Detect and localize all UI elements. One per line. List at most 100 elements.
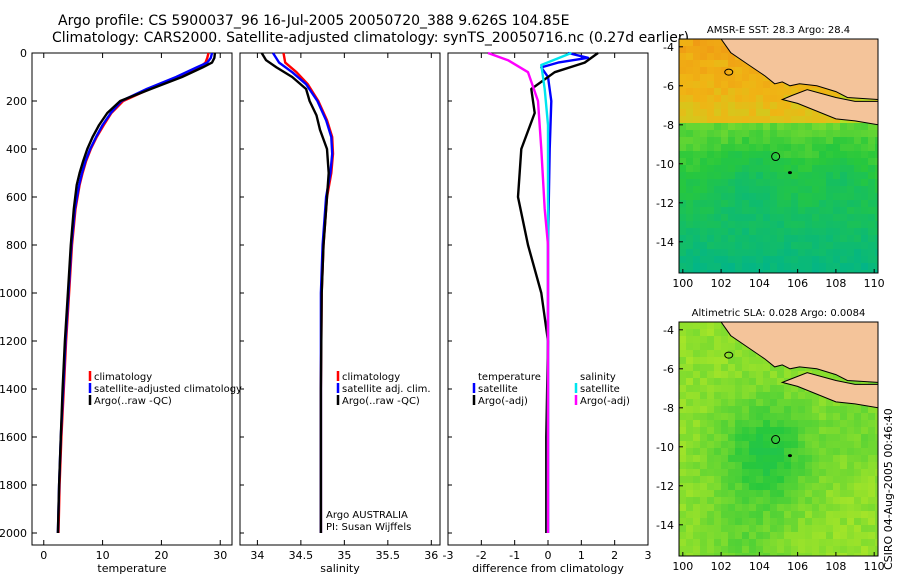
sst-map-cell [847,242,854,249]
sla-map-cell [777,406,784,413]
sla-map-cell [693,385,700,392]
sla-map-cell [714,539,721,546]
sla-map-cell [700,546,707,553]
sst-map-cell [861,221,868,228]
sst-map-cell [763,81,770,88]
sla-map-cell [784,406,791,413]
sla-map-cell [728,469,735,476]
sst-map-cell [735,81,742,88]
sst-map-cell [742,165,749,172]
sst-map-cell [700,249,707,256]
sst-map-cell [777,186,784,193]
sla-map-cell [749,469,756,476]
sla-map-cell [784,518,791,525]
sla-map-cell [777,364,784,371]
sla-map-cell [784,546,791,553]
sst-map-cell [728,109,735,116]
sla-map-cell [721,343,728,350]
sst-map-cell [700,116,707,123]
sst-map-cell [749,242,756,249]
sst-map-cell [693,249,700,256]
sst-map-cell [756,179,763,186]
sst-map-cell [875,207,878,214]
sla-map-cell [749,483,756,490]
sst-map-cell [854,193,861,200]
sla-map-cell [735,385,742,392]
sla-map-cell [868,511,875,518]
temperature-ytick-label: 200 [6,95,27,108]
sla-map-cell [826,490,833,497]
sst-map-cell [798,235,805,242]
sla-map-cell [875,497,878,504]
sla-map-cell [728,350,735,357]
sla-map-cell [749,497,756,504]
sla-map-cell [840,518,847,525]
sst-map-cell [819,179,826,186]
sst-map-cell [868,186,875,193]
sst-map-cell [756,172,763,179]
sla-map-cell [826,434,833,441]
sst-map-cell [812,242,819,249]
sla-map-cell [693,490,700,497]
sst-map-cell [833,193,840,200]
sla-map-cell [763,420,770,427]
sst-map-cell [812,249,819,256]
sst-map-cell [812,270,819,273]
sla-map-cell [749,490,756,497]
sst-map-cell [686,74,693,81]
sst-map-cell [770,221,777,228]
sla-map-cell [700,329,707,336]
sst-map-cell [756,221,763,228]
sla-map-cell [784,511,791,518]
sla-map-cell [812,518,819,525]
sst-map-cell [840,144,847,151]
sla-map-cell [868,448,875,455]
sst-map-cell [784,249,791,256]
sla-map-cell [679,399,686,406]
sst-map-cell [721,74,728,81]
sla-map-cell [798,476,805,483]
sst-map-cell [735,256,742,263]
sst-map-cell [826,256,833,263]
sla-map-cell [686,497,693,504]
sst-map-cell [742,193,749,200]
sla-map-cell [693,441,700,448]
sla-map-cell [700,399,707,406]
sla-map-cell [805,455,812,462]
sst-map-cell [854,228,861,235]
sla-map-cell [791,483,798,490]
sst-map-cell [861,235,868,242]
sst-map-cell [812,200,819,207]
sla-map-cell [679,329,686,336]
sla-map-cell [798,434,805,441]
sla-map-cell [679,322,686,329]
sla-map-cell [770,364,777,371]
sla-map-cell [721,525,728,532]
sst-map-cell [805,200,812,207]
sla-map-cell [742,504,749,511]
sst-map-cell [861,123,868,130]
sst-map-cell [819,172,826,179]
sla-map-ytick-label: -14 [656,519,674,532]
sst-map-cell [749,263,756,270]
sla-map-cell [693,497,700,504]
sla-map-cell [805,553,812,556]
sst-map-cell [749,67,756,74]
sla-map-cell [742,420,749,427]
sst-map-cell [840,179,847,186]
sla-map-cell [819,490,826,497]
sla-map-cell [693,413,700,420]
sst-map-cell [861,242,868,249]
sst-map-cell [756,193,763,200]
sst-map-cell [833,235,840,242]
temperature-xtick-label: 10 [96,549,110,562]
sst-map-cell [742,123,749,130]
sst-map-cell [728,158,735,165]
sst-map-cell [798,270,805,273]
sla-map-cell [840,469,847,476]
sst-map-cell [763,165,770,172]
sst-map-cell [721,179,728,186]
sst-map-cell [693,151,700,158]
sst-map-cell [868,263,875,270]
sla-map-cell [805,441,812,448]
